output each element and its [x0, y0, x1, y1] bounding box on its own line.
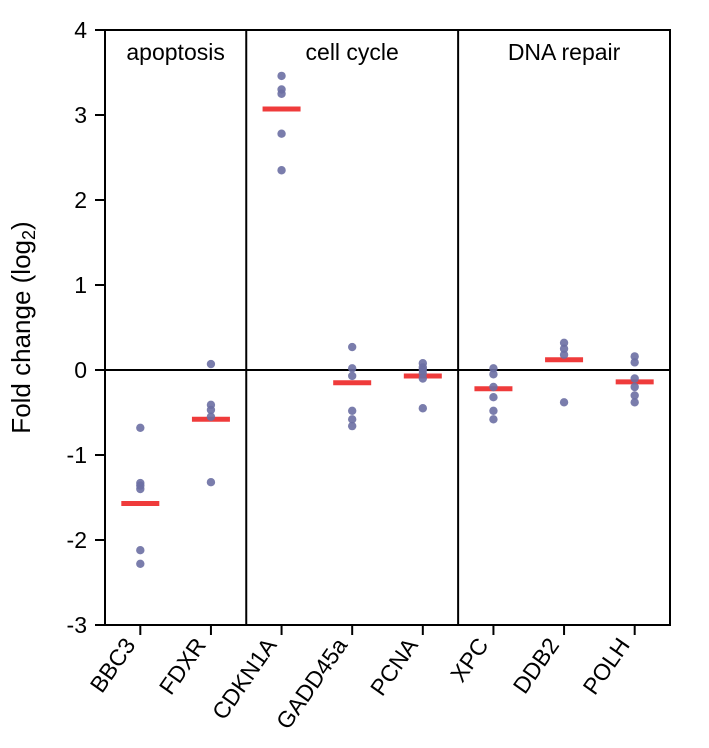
data-point	[207, 413, 215, 421]
fold-change-chart: -3 -2 -1 0 1 2 3 4 apoptosis cell cycle DNA repair…	[0, 0, 709, 748]
data-point	[348, 343, 356, 351]
data-point	[489, 383, 497, 391]
y-axis-label: Fold change (log2)	[6, 221, 39, 433]
data-point	[630, 398, 638, 406]
data-point	[560, 398, 568, 406]
data-point	[489, 393, 497, 401]
data-point	[489, 370, 497, 378]
data-point	[348, 364, 356, 372]
data-point	[207, 478, 215, 486]
ytick-label: 4	[74, 17, 87, 43]
data-point	[560, 351, 568, 359]
data-point	[277, 72, 285, 80]
data-point	[489, 407, 497, 415]
data-point	[136, 485, 144, 493]
ytick-label: -1	[67, 442, 87, 468]
data-point	[207, 360, 215, 368]
ytick-label: 0	[74, 357, 87, 383]
data-point	[489, 415, 497, 423]
data-point	[348, 372, 356, 380]
ytick-label: 2	[74, 187, 87, 213]
data-point	[419, 374, 427, 382]
data-point	[630, 383, 638, 391]
data-point	[419, 404, 427, 412]
data-point	[136, 424, 144, 432]
ytick-label: -3	[67, 612, 87, 638]
data-point	[277, 90, 285, 98]
group-label: DNA repair	[508, 39, 621, 65]
chart-container: -3 -2 -1 0 1 2 3 4 apoptosis cell cycle DNA repair…	[0, 0, 709, 748]
data-point	[136, 560, 144, 568]
group-label: cell cycle	[306, 39, 399, 65]
ytick-label: 1	[74, 272, 87, 298]
data-point	[348, 422, 356, 430]
ytick-label: -2	[67, 527, 87, 553]
data-point	[630, 358, 638, 366]
data-point	[630, 374, 638, 382]
data-point	[277, 166, 285, 174]
ytick-label: 3	[74, 102, 87, 128]
data-point	[277, 130, 285, 138]
data-point	[136, 546, 144, 554]
group-label: apoptosis	[126, 39, 224, 65]
data-point	[348, 407, 356, 415]
